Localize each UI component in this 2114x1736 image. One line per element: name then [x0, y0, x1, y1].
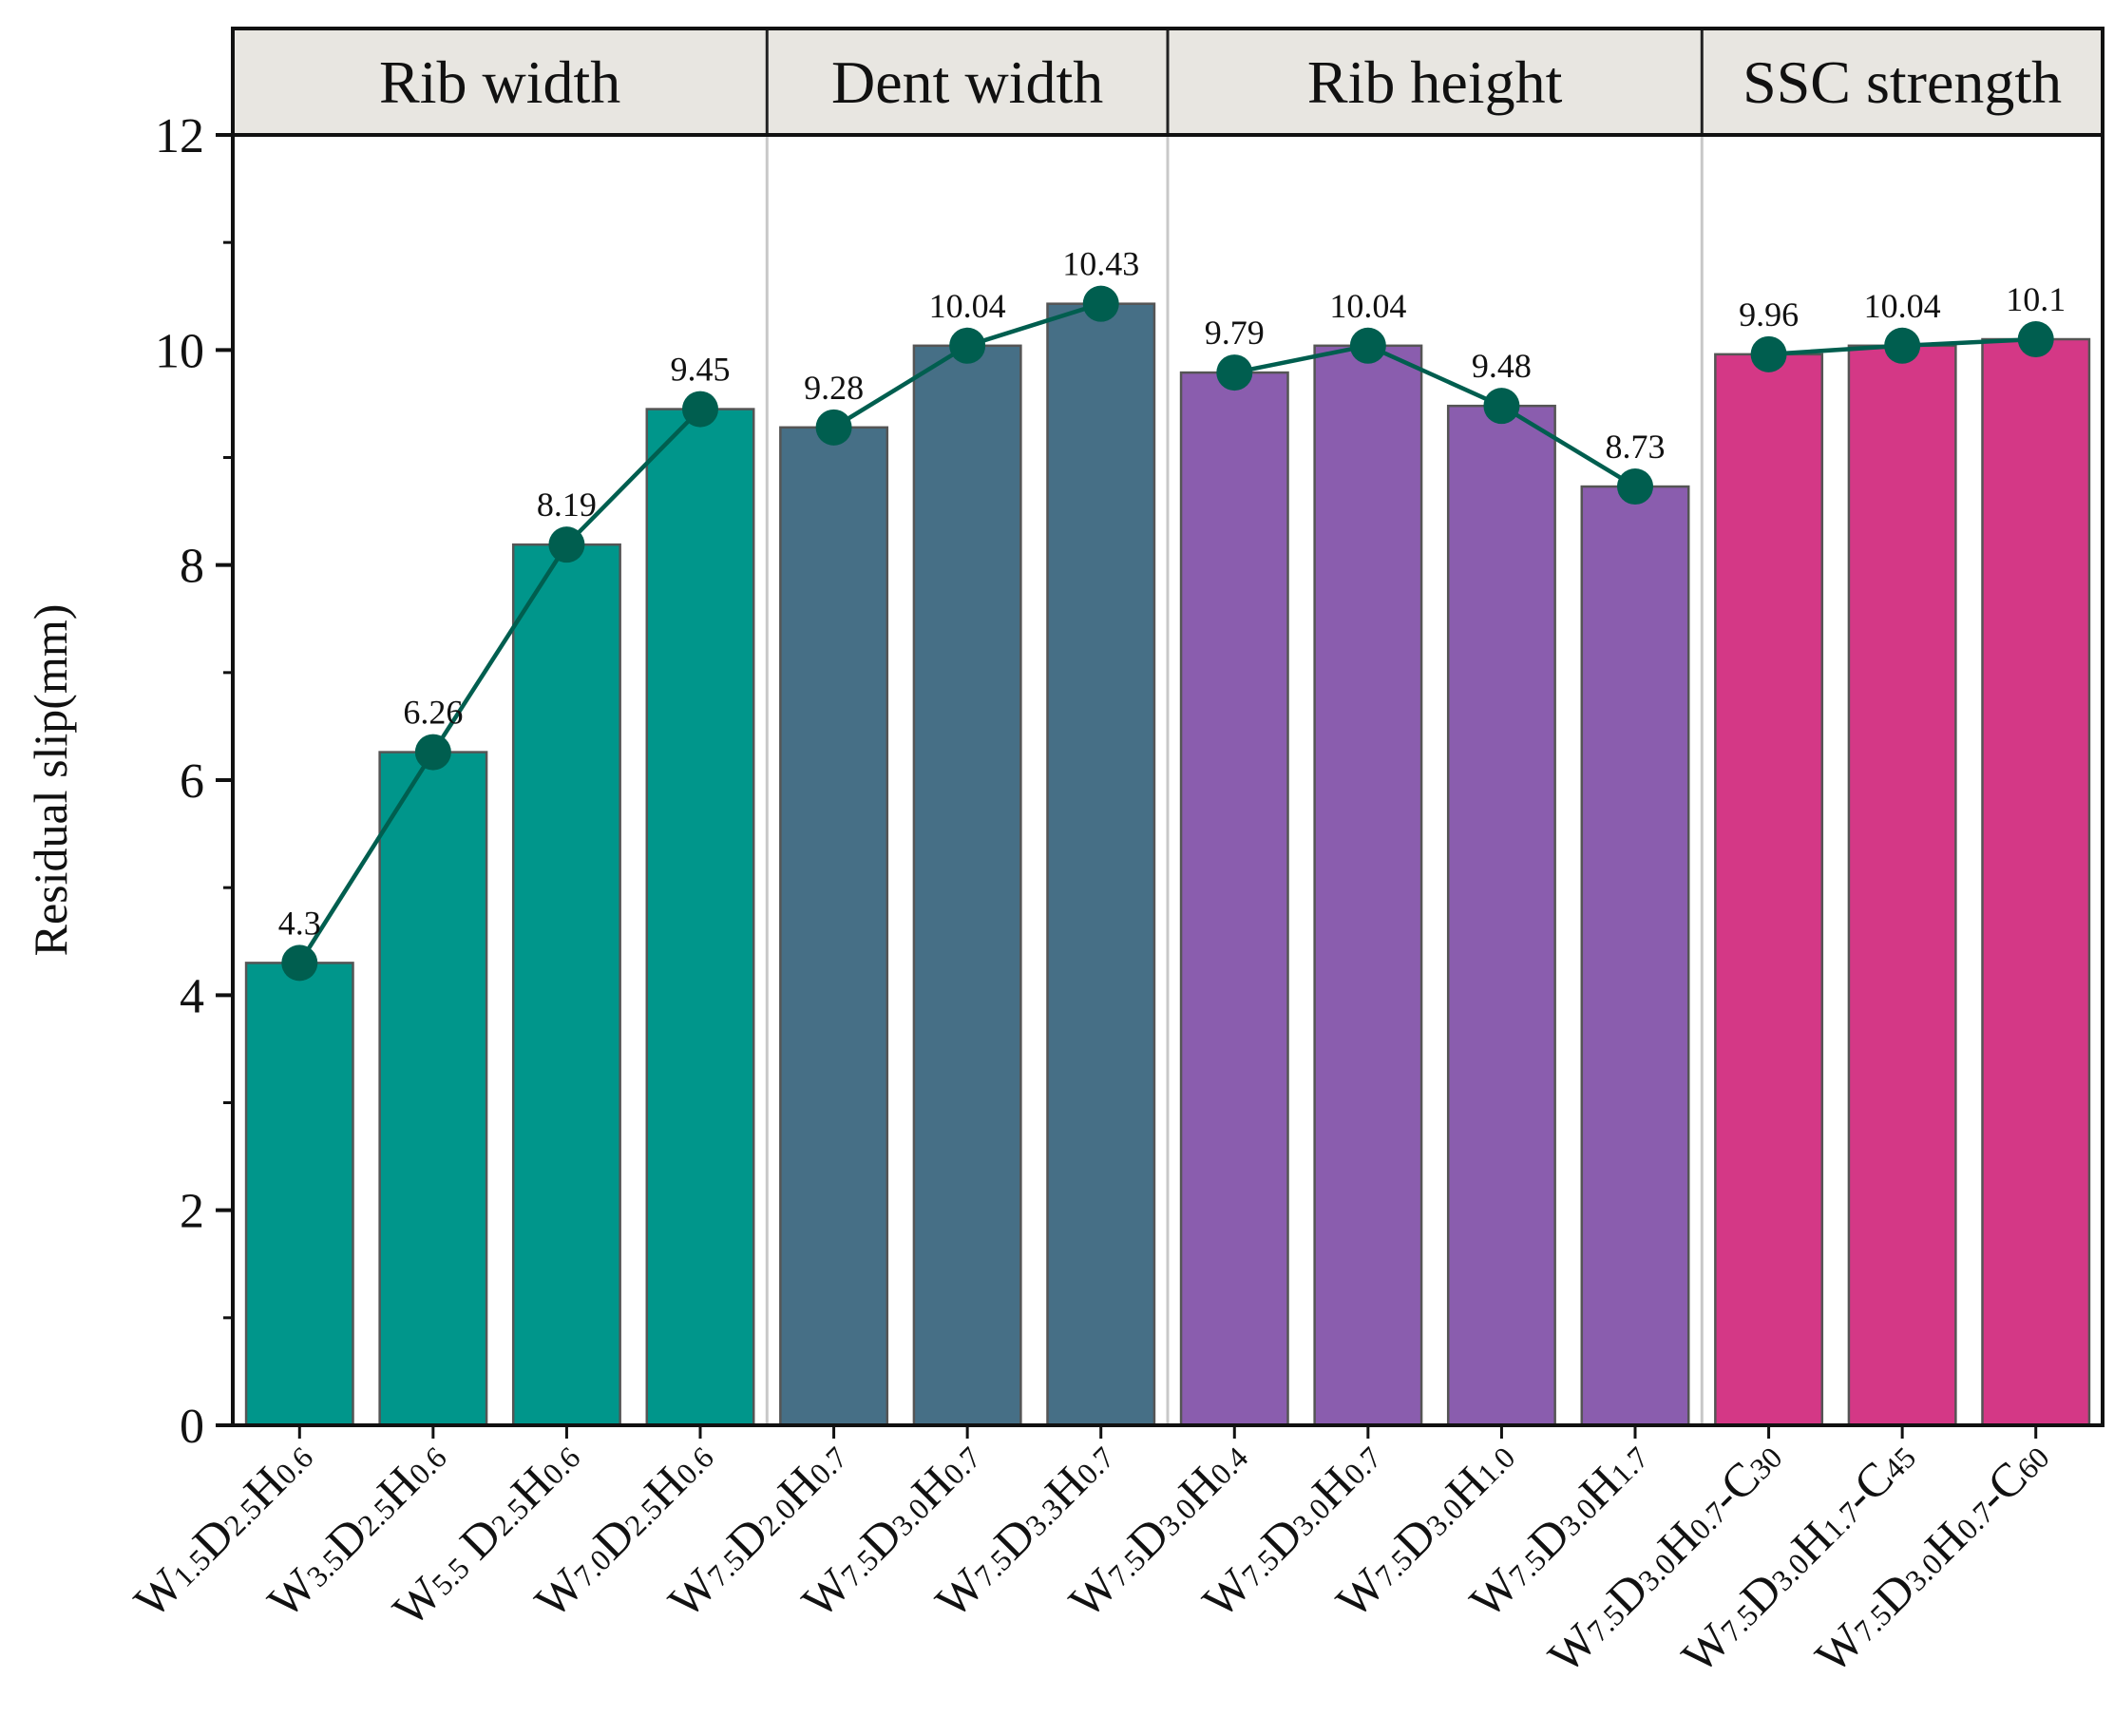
bar	[912, 344, 1022, 1427]
data-point	[414, 734, 451, 771]
data-point	[1216, 354, 1253, 391]
series-line-segment	[430, 543, 569, 754]
y-tick-label: 10	[155, 324, 204, 378]
group-label-dent-width: Dent width	[831, 48, 1103, 116]
series-line-segment	[1500, 404, 1637, 488]
bar	[511, 543, 621, 1427]
bar	[1981, 337, 2091, 1427]
y-tick-label: 12	[155, 109, 204, 163]
bar	[645, 408, 755, 1427]
y-axis-title: Residual slip(mm)	[24, 604, 77, 957]
y-tick-label: 4	[180, 969, 204, 1023]
series-line-segment	[1233, 343, 1369, 375]
data-point	[1750, 335, 1787, 372]
data-point	[548, 526, 585, 563]
bar	[244, 962, 354, 1427]
data-point	[281, 944, 318, 982]
data-label: 9.45	[671, 351, 731, 389]
data-label: 6.26	[403, 694, 463, 732]
y-tick-label: 6	[180, 754, 204, 809]
data-label: 9.48	[1472, 347, 1532, 385]
data-point	[1884, 327, 1921, 364]
group-label-ssc-strength: SSC strength	[1743, 48, 2062, 116]
data-point	[2017, 321, 2054, 358]
bar	[1179, 371, 1289, 1427]
data-label: 10.04	[1864, 287, 1941, 325]
data-label: 9.79	[1205, 314, 1265, 352]
data-label: 4.3	[278, 904, 321, 942]
series-line-segment	[1768, 343, 1903, 357]
series-line-segment	[297, 751, 435, 964]
group-label-rib-height: Rib height	[1307, 48, 1563, 116]
data-label: 9.96	[1739, 296, 1799, 334]
group-label-rib-width: Rib width	[379, 48, 620, 116]
bar	[1446, 404, 1556, 1427]
series-line-segment	[966, 301, 1102, 348]
series-line-segment	[1366, 343, 1503, 409]
data-label: 10.1	[2006, 280, 2066, 318]
data-label: 9.28	[804, 369, 864, 407]
data-label: 10.04	[929, 287, 1006, 325]
x-tick-label: W7.5D3.0H1.7-C45	[1671, 1429, 1925, 1683]
series-line-segment	[564, 407, 702, 546]
bar	[1580, 485, 1690, 1427]
data-label: 8.19	[537, 486, 597, 524]
series-line-segment	[832, 343, 969, 429]
data-label: 10.43	[1062, 245, 1139, 283]
bar	[1847, 344, 1957, 1427]
bar	[378, 751, 488, 1427]
data-label: 10.04	[1329, 287, 1406, 325]
data-point	[815, 409, 852, 446]
data-point	[682, 391, 718, 428]
x-tick-label: W7.5D3.0H0.7-C30	[1537, 1429, 1791, 1683]
data-label: 8.73	[1606, 428, 1666, 466]
plot-frame	[231, 27, 2104, 1427]
y-tick-label: 8	[180, 540, 204, 594]
bar	[1714, 353, 1824, 1427]
data-point	[949, 327, 986, 364]
data-point	[1082, 285, 1119, 322]
data-point	[1617, 468, 1653, 506]
data-point	[1349, 327, 1386, 364]
y-tick-label: 2	[180, 1185, 204, 1239]
bar	[1313, 344, 1423, 1427]
y-tick-label: 0	[180, 1400, 204, 1454]
bar	[1046, 302, 1156, 1427]
data-point	[1483, 388, 1520, 425]
bar	[779, 426, 889, 1427]
x-tick-label: W7.5D3.0H0.7-C60	[1805, 1429, 2059, 1683]
series-line-segment	[1902, 336, 2036, 349]
